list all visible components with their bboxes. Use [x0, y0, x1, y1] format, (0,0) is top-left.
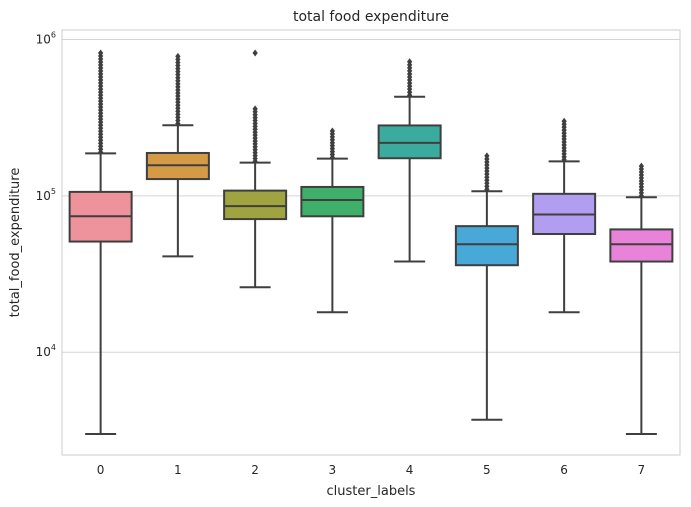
- outlier-markers: [407, 58, 413, 99]
- x-tick-label: 3: [329, 463, 337, 477]
- x-tick-label: 4: [406, 463, 414, 477]
- y-tick-exponent: 5: [51, 187, 56, 196]
- x-tick-label: 0: [97, 463, 105, 477]
- iqr-box: [454, 225, 519, 267]
- y-tick-exponent: 4: [51, 343, 56, 352]
- outlier-markers: [252, 49, 258, 165]
- y-tick-base: 10: [36, 189, 51, 203]
- x-tick-labels: 0 1 2 3 4 5 6 7: [97, 463, 645, 477]
- outlier-point: [252, 105, 258, 113]
- x-tick-label: 2: [251, 463, 259, 477]
- outlier-point: [407, 58, 413, 66]
- box-cluster-5: [454, 152, 519, 421]
- box-plot-series: [68, 49, 674, 435]
- box-cluster-4: [377, 58, 442, 263]
- x-tick-label: 6: [560, 463, 568, 477]
- y-tick-exponent: 6: [51, 30, 56, 39]
- iqr-box: [223, 189, 288, 221]
- outlier-point: [175, 52, 181, 60]
- y-tick-label: 106: [36, 30, 56, 46]
- box-cluster-6: [532, 117, 597, 314]
- box-cluster-2: [223, 49, 288, 289]
- outlier-markers: [175, 52, 181, 128]
- plot-frame: [61, 29, 681, 456]
- y-tick-label: 104: [36, 343, 56, 359]
- iqr-box: [377, 124, 442, 160]
- box-cluster-7: [609, 162, 674, 435]
- x-tick-label: 5: [483, 463, 491, 477]
- outlier-point: [252, 49, 258, 57]
- box-cluster-3: [300, 127, 365, 314]
- outlier-point: [561, 117, 567, 125]
- iqr-box: [609, 228, 674, 263]
- outlier-markers: [98, 49, 104, 156]
- outlier-point: [329, 127, 335, 135]
- outlier-point: [484, 152, 490, 160]
- x-tick-label: 7: [638, 463, 646, 477]
- chart-title: total food expenditure: [293, 9, 449, 25]
- outlier-markers: [329, 127, 335, 161]
- box-cluster-1: [145, 52, 210, 258]
- box-cluster-0: [68, 49, 133, 435]
- y-axis-label: total_food_expenditure: [8, 168, 23, 318]
- y-tick-label: 105: [36, 187, 56, 203]
- outlier-markers: [484, 152, 490, 193]
- outlier-markers: [561, 117, 567, 164]
- outlier-point: [98, 49, 104, 57]
- y-tick-base: 10: [36, 345, 51, 359]
- iqr-box: [300, 185, 365, 218]
- x-axis-label: cluster_labels: [327, 484, 416, 499]
- x-tick-label: 1: [174, 463, 182, 477]
- outlier-point: [638, 162, 644, 170]
- outlier-markers: [638, 162, 644, 200]
- y-tick-base: 10: [36, 32, 51, 46]
